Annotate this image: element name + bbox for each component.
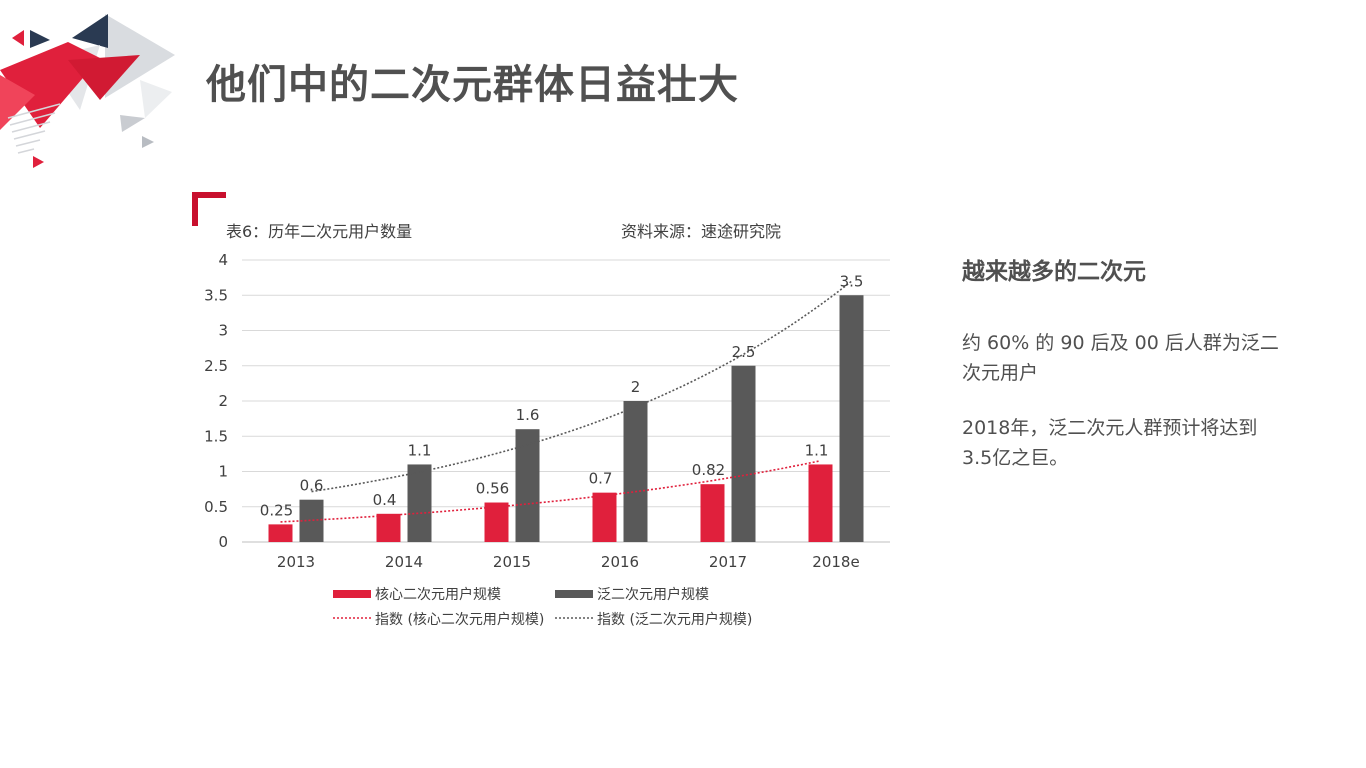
x-tick-label: 2014 [385,553,423,571]
triangle-navy-small [30,30,50,48]
side-paragraph-1: 约 60% 的 90 后及 00 后人群为泛二次元用户 [962,332,1279,384]
legend-label-trend-core: 指数 (核心二次元用户规模) [375,611,544,628]
triangle-gray-tiny [142,136,154,148]
y-tick-label: 0 [218,533,228,551]
data-label: 3.5 [840,272,864,290]
data-label: 0.25 [260,501,293,519]
data-labels: 0.25 0.6 0.4 1.1 0.56 1.6 0.7 2 0.82 2.5 1.1 3.5 [260,272,864,519]
bar-pan [407,464,432,542]
triangle-red-tiny [33,156,44,168]
y-tick-label: 3 [218,322,228,340]
data-label: 1.6 [516,406,540,424]
triangle-red-left [0,75,35,130]
bar-chart: 00.511.522.533.54 0.250.60.41.10.561.60.… [204,251,890,628]
bar-core [592,492,617,542]
gridlines [242,259,890,543]
y-tick-label: 0.5 [204,498,228,516]
side-heading: 越来越多的二次元 [962,259,1146,285]
legend-swatch-core [333,590,371,598]
x-axis-tick-labels: 2013 2014 2015 2016 2017 2018e [277,553,860,571]
chart-source: 资料来源：速途研究院 [621,222,782,241]
trendline-core [280,460,821,523]
data-label: 0.56 [476,480,509,498]
legend-label-trend-pan: 指数 (泛二次元用户规模) [597,611,752,628]
triangle-gray-right [140,80,172,118]
bar-pan [299,499,324,542]
legend: 核心二次元用户规模 泛二次元用户规模 指数 (核心二次元用户规模) 指数 (泛二… [333,586,752,628]
bar-core [808,464,833,542]
bar-pan [623,401,648,542]
data-label: 0.6 [300,477,324,495]
data-label: 0.7 [589,470,613,488]
y-tick-label: 4 [218,251,228,269]
y-tick-label: 2.5 [204,357,228,375]
triangle-gray-large [105,14,175,98]
page-title: 他们中的二次元群体日益壮大 [206,62,739,108]
bars [268,295,864,542]
bar-pan [515,429,540,542]
data-label: 2 [631,378,641,396]
bar-core [700,484,725,542]
bar-core [484,502,509,542]
bar-pan [731,365,756,542]
y-tick-label: 1.5 [204,427,228,445]
triangle-navy-top [72,14,108,48]
triangle-red-right [68,55,140,100]
legend-swatch-pan [555,590,593,598]
data-label: 2.5 [732,343,756,361]
trendline-pan [311,280,852,493]
side-paragraph-2: 2018年，泛二次元人群预计将达到3.5亿之巨。 [962,417,1258,469]
trendlines [280,280,852,523]
data-label: 0.82 [692,461,725,479]
data-label: 1.1 [805,441,829,459]
x-tick-label: 2013 [277,553,315,571]
triangle-red-small [12,30,24,46]
x-tick-label: 2017 [709,553,747,571]
y-axis-tick-labels: 0 0.5 1 1.5 2 2.5 3 3.5 4 [204,251,228,551]
bar-core [268,524,293,542]
triangle-gray-small [120,115,145,132]
x-tick-label: 2015 [493,553,531,571]
x-tick-label: 2018e [812,553,859,571]
bar-pan [839,295,864,542]
y-tick-label: 2 [218,392,228,410]
legend-label-pan: 泛二次元用户规模 [597,586,709,603]
data-label: 0.4 [373,491,397,509]
y-tick-label: 1 [218,463,228,481]
y-tick-label: 3.5 [204,286,228,304]
data-label: 1.1 [408,441,432,459]
chart-corner-bracket [192,192,226,226]
x-tick-label: 2016 [601,553,639,571]
legend-label-core: 核心二次元用户规模 [375,586,501,603]
chart-caption: 表6：历年二次元用户数量 [226,222,413,241]
hatched-triangle [7,103,61,154]
bar-core [376,513,401,542]
decorative-triangles-logo [0,14,175,168]
